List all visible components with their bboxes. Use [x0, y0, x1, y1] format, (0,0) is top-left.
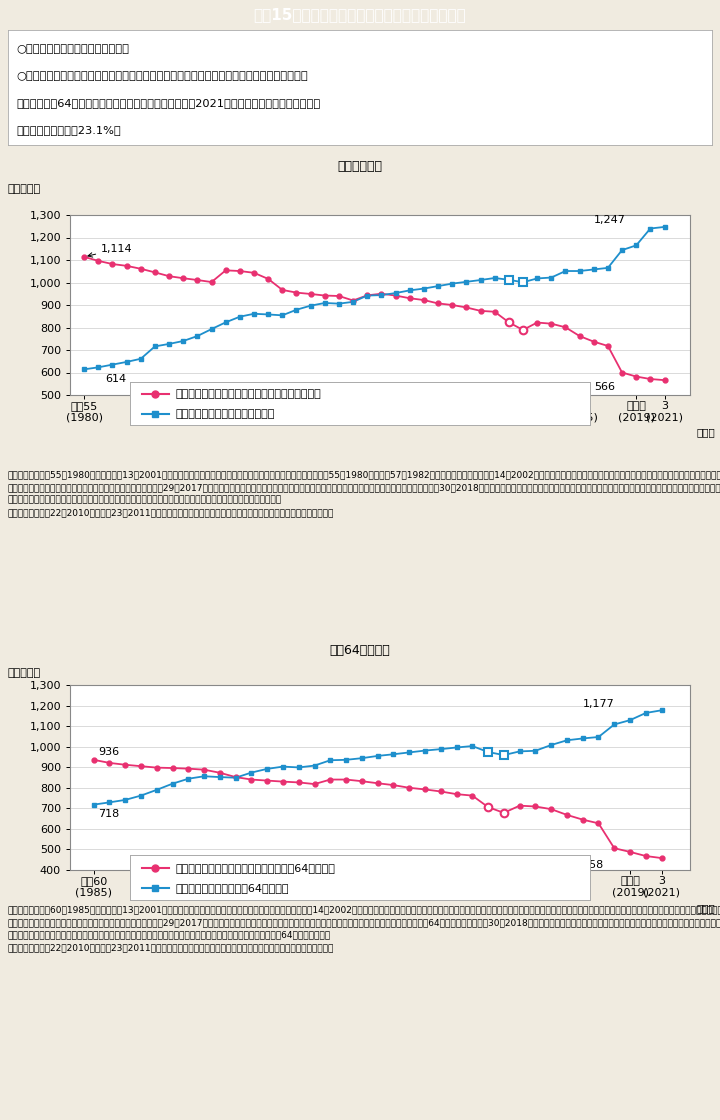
Text: （年）: （年）	[696, 904, 715, 913]
Text: 雇用者の共働き世帯（妻64歳以下）: 雇用者の共働き世帯（妻64歳以下）	[176, 884, 289, 894]
Text: 男性雇用者と無業の妻から成る世帯（妻64歳以下）: 男性雇用者と無業の妻から成る世帯（妻64歳以下）	[176, 862, 336, 872]
Text: （備考）１．昭和55（1980）年から平成13（2001）年までは総務省「労働力調査特別調査」（各年２月。ただし、昭和55（1980）年から57（1982）年は: （備考）１．昭和55（1980）年から平成13（2001）年までは総務省「労働力…	[8, 470, 720, 517]
Text: 1,114: 1,114	[88, 244, 132, 258]
Text: 614: 614	[105, 374, 127, 384]
Text: 936: 936	[99, 747, 120, 757]
Text: ２－15図　共働き世帯数と専業主婦世帯数の推移: ２－15図 共働き世帯数と専業主婦世帯数の推移	[253, 8, 467, 22]
Text: （万世帯）: （万世帯）	[8, 184, 41, 194]
Text: （年）: （年）	[696, 428, 715, 438]
Text: ○雇用者の共働き世帯は増加傾向。: ○雇用者の共働き世帯は増加傾向。	[17, 44, 130, 54]
Text: （万世帯）: （万世帯）	[8, 668, 41, 678]
Text: 傾向。妻が64歳以下の世帯について見ると、令和３（2021）年では、専業主婦世帯は夫婦: 傾向。妻が64歳以下の世帯について見ると、令和３（2021）年では、専業主婦世帯…	[17, 97, 320, 108]
Text: ＜妻64歳以下＞: ＜妻64歳以下＞	[330, 644, 390, 657]
Text: 雇用者の共働き世帯（妻全年齢）: 雇用者の共働き世帯（妻全年齢）	[176, 409, 275, 419]
Text: 718: 718	[99, 809, 120, 819]
Text: ○男性雇用者と無業の妻から成る世帯（いわゆるサラリーマンの夫と専業主婦の世帯）は減少: ○男性雇用者と無業の妻から成る世帯（いわゆるサラリーマンの夫と専業主婦の世帯）は…	[17, 71, 308, 81]
Text: 1,247: 1,247	[594, 215, 626, 225]
Text: 458: 458	[582, 860, 604, 870]
Text: 男性雇用者と無業の妻から成る世帯（妻全年齢）: 男性雇用者と無業の妻から成る世帯（妻全年齢）	[176, 389, 322, 399]
Text: 566: 566	[594, 382, 615, 392]
Text: （備考）１．昭和60（1985）年から平成13（2001）年までは総務省「労働力調査特別調査」（各年２月）、平成14（2002）年以降は総務省「労働力調査（詳細: （備考）１．昭和60（1985）年から平成13（2001）年までは総務省「労働力…	[8, 905, 720, 952]
Text: ＜妻全年齢＞: ＜妻全年齢＞	[338, 159, 382, 172]
Text: 1,177: 1,177	[582, 699, 614, 709]
Text: のいる世帯全体の23.1%。: のいる世帯全体の23.1%。	[17, 124, 121, 134]
